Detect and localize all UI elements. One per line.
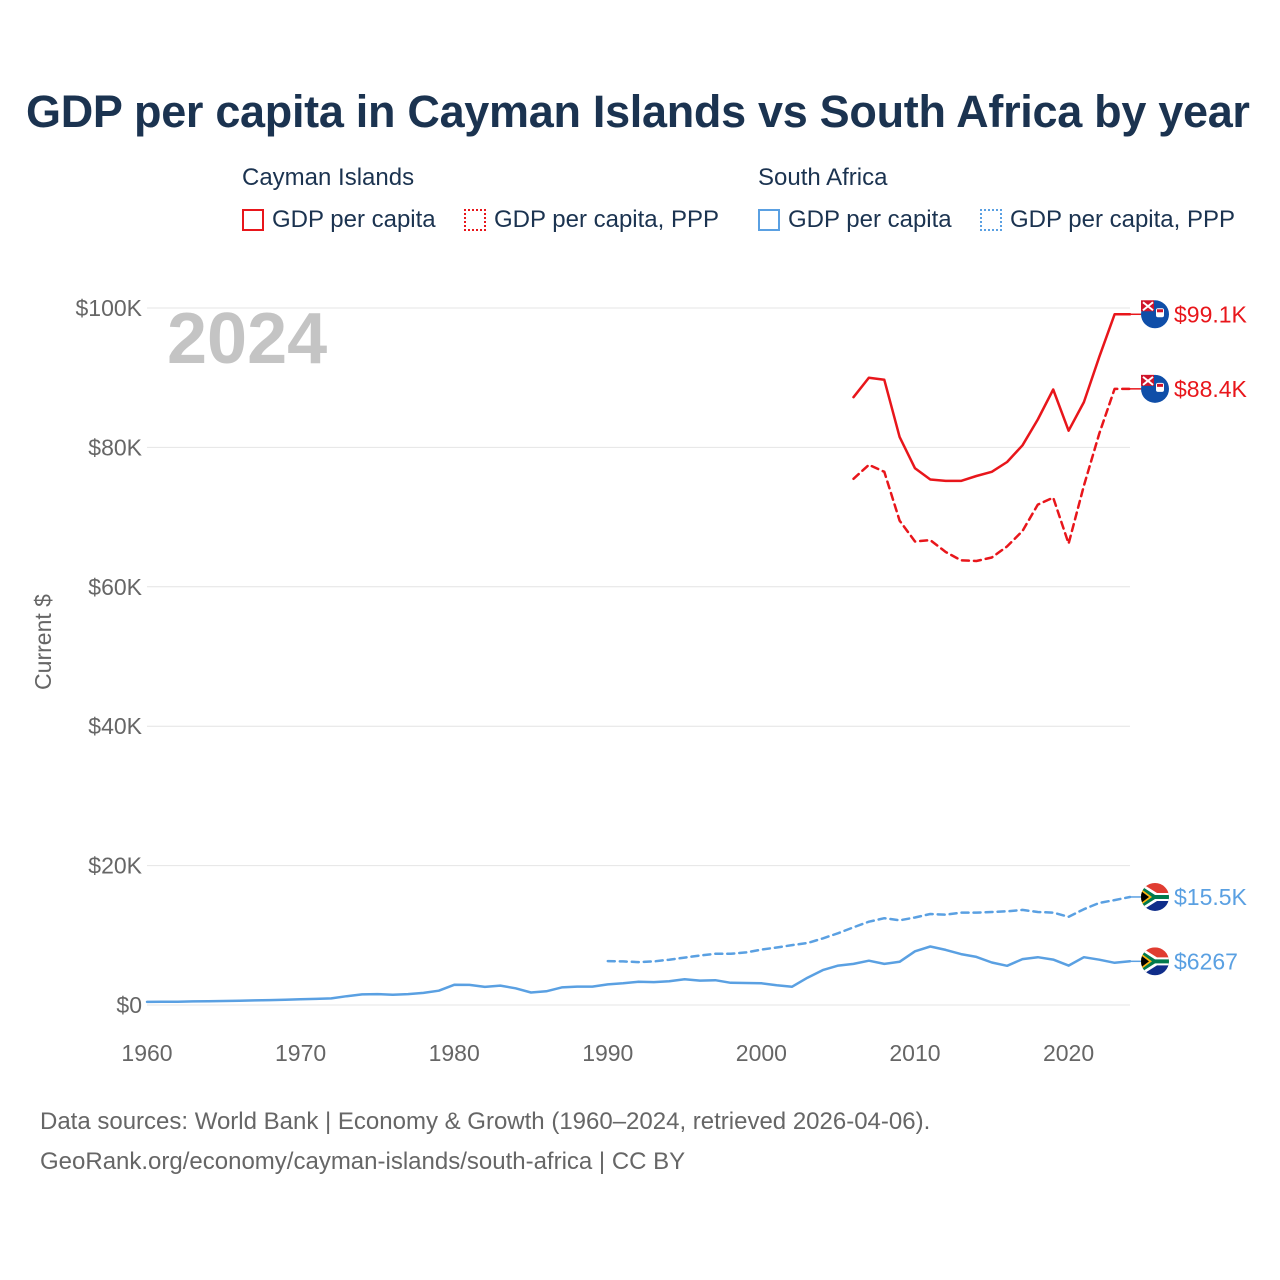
y-axis-label: Current $ — [30, 594, 56, 690]
legend-item-cayman-gdp[interactable]: GDP per capita — [242, 205, 436, 235]
footer-source: Data sources: World Bank | Economy & Gro… — [40, 1108, 931, 1135]
flag-shield-band — [1157, 383, 1163, 387]
flag-body — [1141, 947, 1169, 976]
end-value-label: $6267 — [1174, 948, 1238, 974]
legend-label: GDP per capita, PPP — [1010, 206, 1235, 233]
series-line — [145, 945, 1132, 1004]
legend-item-south-africa-gdp[interactable]: GDP per capita — [758, 205, 952, 235]
x-tick-label: 2020 — [1043, 1040, 1094, 1066]
y-tick-label: $80K — [88, 434, 142, 460]
flag-shield-band — [1157, 309, 1163, 313]
x-tick-label: 1990 — [582, 1040, 633, 1066]
legend-label: GDP per capita — [272, 206, 436, 233]
cayman-islands-flag-icon — [1141, 374, 1169, 403]
legend-item-cayman-gdp-ppp[interactable]: GDP per capita, PPP — [464, 205, 719, 235]
south-africa-flag-icon — [1141, 882, 1169, 911]
legend-item-south-africa-gdp-ppp[interactable]: GDP per capita, PPP — [980, 205, 1235, 235]
flag-green — [1141, 950, 1169, 973]
flag-cross — [1142, 301, 1154, 312]
legend-group-cayman-islands: Cayman Islands — [242, 164, 415, 191]
flag-body — [1141, 882, 1169, 911]
legend-label: GDP per capita — [788, 206, 952, 233]
y-tick-label: $0 — [116, 992, 142, 1018]
flag-black — [1141, 955, 1149, 968]
chart-title: GDP per capita in Cayman Islands vs Sout… — [26, 86, 1250, 137]
legend-label: GDP per capita, PPP — [494, 206, 719, 233]
footer-url: GeoRank.org/economy/cayman-islands/south… — [40, 1148, 686, 1175]
series-line — [852, 313, 1132, 483]
end-value-label: $15.5K — [1174, 884, 1248, 910]
x-tick-label: 1970 — [275, 1040, 326, 1066]
legend-swatch-solid-icon — [242, 209, 264, 231]
x-tick-label: 1980 — [429, 1040, 480, 1066]
legend-group-south-africa: South Africa — [758, 164, 888, 191]
y-tick-label: $100K — [75, 295, 142, 321]
flag-green — [1141, 885, 1169, 908]
y-tick-label: $40K — [88, 713, 142, 739]
x-tick-label: 2000 — [736, 1040, 787, 1066]
series-line — [852, 387, 1132, 563]
legend-swatch-dotted-icon — [980, 209, 1002, 231]
y-tick-label: $20K — [88, 853, 142, 879]
x-tick-label: 2010 — [889, 1040, 940, 1066]
cayman-islands-flag-icon — [1141, 300, 1169, 329]
legend-swatch-dotted-icon — [464, 209, 486, 231]
y-tick-label: $60K — [88, 574, 142, 600]
flag-black — [1141, 890, 1149, 903]
end-value-label: $99.1K — [1174, 301, 1248, 327]
end-value-label: $88.4K — [1174, 376, 1248, 402]
series-line — [606, 895, 1132, 964]
x-tick-label: 1960 — [121, 1040, 172, 1066]
legend-swatch-solid-icon — [758, 209, 780, 231]
south-africa-flag-icon — [1141, 947, 1169, 976]
flag-cross — [1142, 376, 1154, 386]
year-watermark: 2024 — [167, 299, 327, 379]
